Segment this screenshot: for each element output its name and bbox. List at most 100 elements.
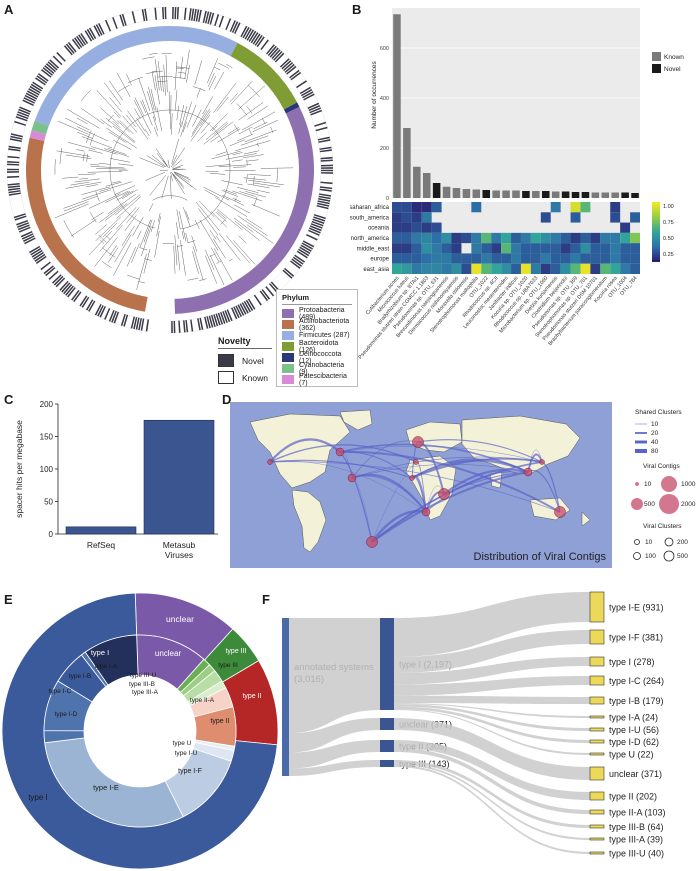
tree-branch bbox=[70, 182, 90, 186]
tree-branch bbox=[99, 224, 123, 252]
sankey-level2-node bbox=[589, 629, 605, 645]
novelty-tick bbox=[29, 85, 41, 94]
novelty-tick bbox=[133, 317, 138, 330]
novelty-tick bbox=[298, 248, 310, 257]
heatmap-cell bbox=[511, 263, 521, 274]
novelty-tick bbox=[8, 187, 21, 191]
tree-branch bbox=[95, 216, 121, 241]
heatmap-cell bbox=[401, 222, 412, 233]
tree-branch bbox=[183, 207, 191, 228]
novelty-tick bbox=[310, 223, 323, 229]
phylum-legend-label: Protoabacteria (489) bbox=[299, 306, 345, 321]
novelty-tick bbox=[310, 109, 323, 116]
viral-contigs-circle bbox=[661, 476, 677, 492]
heatmap-cell bbox=[570, 263, 581, 274]
novelty-tick bbox=[248, 30, 257, 42]
tree-arc bbox=[101, 247, 116, 258]
sankey-level1-node bbox=[380, 760, 394, 767]
legend-label: Known bbox=[664, 54, 684, 61]
y-axis-label: spacer hits per megabase bbox=[14, 420, 24, 518]
tree-branch bbox=[182, 121, 187, 133]
tree-arc bbox=[127, 274, 141, 280]
viral-clusters-title: Viral Clusters bbox=[643, 523, 682, 530]
heatmap-cell bbox=[610, 243, 621, 254]
tree-branch bbox=[209, 113, 228, 131]
heatmap-cell bbox=[411, 253, 422, 264]
tree-arc bbox=[246, 159, 248, 166]
novelty-tick bbox=[10, 133, 23, 138]
novelty-tick bbox=[94, 303, 102, 316]
tree-branch bbox=[225, 153, 257, 160]
novelty-tick bbox=[318, 193, 332, 197]
novelty-tick bbox=[71, 38, 81, 50]
tree-arc bbox=[149, 53, 158, 55]
heatmap-cell bbox=[481, 243, 492, 254]
novelty-tick bbox=[199, 317, 204, 330]
sankey-level2-node bbox=[589, 752, 605, 756]
shared-cluster-edge bbox=[443, 468, 529, 495]
novelty-tick bbox=[270, 281, 280, 292]
novelty-tick bbox=[247, 298, 256, 310]
novelty-tick bbox=[7, 183, 20, 186]
heatmap-cell bbox=[610, 263, 621, 274]
novelty-tick bbox=[67, 41, 77, 53]
tree-branch bbox=[172, 166, 181, 170]
y-tick-label: 0 bbox=[386, 196, 389, 202]
tree-branch bbox=[56, 150, 90, 157]
viral-contigs-label: 1000 bbox=[681, 481, 696, 488]
novelty-tick bbox=[140, 318, 145, 331]
novelty-tick bbox=[311, 220, 324, 227]
viral-clusters-label: 10 bbox=[645, 539, 653, 546]
viral-contig-point bbox=[421, 507, 431, 517]
novelty-tick bbox=[173, 320, 176, 333]
tree-branch bbox=[172, 174, 185, 195]
novelty-tick bbox=[97, 305, 104, 317]
novelty-tick bbox=[291, 258, 303, 267]
tree-branch bbox=[213, 248, 233, 281]
tree-branch bbox=[179, 211, 187, 242]
heatmap-cell bbox=[630, 263, 640, 274]
bar bbox=[413, 166, 421, 198]
tree-branch bbox=[245, 218, 263, 230]
sankey-level2-node bbox=[589, 824, 605, 829]
tree-branch bbox=[214, 71, 225, 90]
tree-branch bbox=[89, 230, 113, 256]
novelty-tick bbox=[320, 169, 333, 172]
heatmap-cell bbox=[481, 263, 492, 274]
bar bbox=[143, 419, 215, 535]
tree-branch bbox=[211, 247, 220, 262]
novelty-tick bbox=[214, 14, 220, 27]
sankey-level2-node bbox=[589, 675, 605, 686]
heatmap-cell bbox=[620, 263, 631, 274]
sankey-flow bbox=[394, 630, 590, 673]
tree-branch bbox=[218, 164, 252, 167]
novelty-tick bbox=[313, 214, 326, 220]
heatmap-cell bbox=[431, 232, 442, 244]
y-tick-label: 0 bbox=[49, 530, 54, 539]
novelty-tick bbox=[254, 35, 263, 46]
novelty-tick bbox=[10, 135, 23, 140]
bar bbox=[403, 128, 411, 198]
novelty-tick bbox=[19, 106, 31, 113]
novelty-tick bbox=[34, 253, 46, 262]
tree-branch bbox=[172, 168, 184, 171]
heatmap-cell bbox=[421, 243, 432, 254]
tree-branch bbox=[185, 232, 189, 243]
heatmap-cell bbox=[421, 232, 432, 244]
heatmap-cell bbox=[491, 232, 502, 244]
tree-branch bbox=[141, 99, 153, 126]
shared-clusters-label: 80 bbox=[651, 448, 659, 455]
viral-contigs-circle bbox=[635, 482, 639, 486]
tree-branch bbox=[244, 129, 277, 143]
tree-branch bbox=[215, 151, 228, 156]
y-tick-label: 400 bbox=[380, 96, 389, 102]
novelty-tick bbox=[229, 20, 236, 32]
tree-branch bbox=[106, 127, 138, 149]
tree-branch bbox=[232, 190, 263, 202]
bar bbox=[482, 190, 490, 198]
viral-contig-point bbox=[438, 488, 450, 500]
tree-branch bbox=[245, 191, 267, 198]
sankey-flow bbox=[394, 657, 590, 685]
tree-branch bbox=[150, 88, 157, 111]
tree-branch bbox=[253, 121, 268, 130]
